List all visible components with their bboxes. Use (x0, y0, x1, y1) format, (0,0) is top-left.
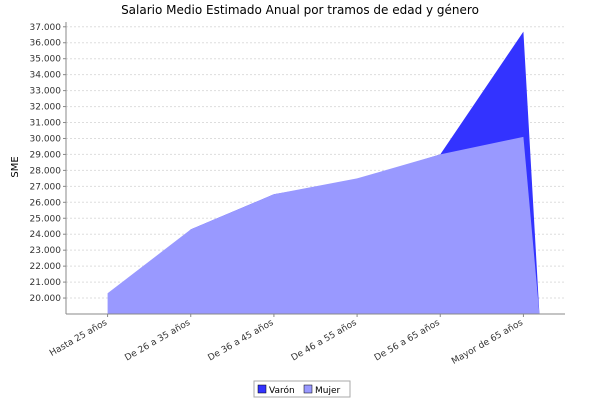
x-tick-labels: Hasta 25 años De 26 a 35 años De 36 a 45 a… (48, 318, 525, 367)
y-axis-label: SME (10, 156, 21, 177)
y-tick-label: 37.000 (30, 23, 62, 33)
y-tick-label: 29.000 (30, 150, 62, 160)
x-tick-label: De 26 a 35 años (123, 318, 192, 364)
x-tick-label: De 46 a 55 años (290, 318, 359, 364)
legend: Varón Mujer (253, 380, 351, 398)
x-tick-label: De 36 a 45 años (207, 318, 276, 364)
legend-swatch-varon (257, 384, 267, 394)
y-tick-label: 22.000 (30, 262, 62, 272)
y-tick-label: 21.000 (30, 278, 62, 288)
y-tick-label: 23.000 (30, 246, 62, 256)
y-tick-label: 20.000 (30, 294, 62, 304)
y-tick-label: 27.000 (30, 182, 62, 192)
y-tick-label: 24.000 (30, 230, 62, 240)
y-tick-label: 30.000 (30, 134, 62, 144)
x-tick-label: Hasta 25 años (48, 318, 109, 359)
legend-swatch-mujer (303, 384, 313, 394)
legend-label-varon: Varón (269, 385, 295, 396)
y-tick-label: 36.000 (30, 39, 62, 49)
legend-box (253, 380, 351, 398)
y-tick-label: 25.000 (30, 214, 62, 224)
y-tick-label: 33.000 (30, 87, 62, 97)
y-tick-label: 34.000 (30, 71, 62, 81)
area-mujer (107, 136, 540, 314)
y-tick-label: 28.000 (30, 166, 62, 176)
axes (63, 22, 565, 317)
chart-title: Salario Medio Estimado Anual por tramos … (121, 3, 479, 17)
x-tick-label: Mayor de 65 años (450, 318, 525, 367)
y-tick-labels: 20.000 21.000 22.000 23.000 24.000 25.000 26.0… (30, 23, 62, 304)
y-tick-label: 26.000 (30, 198, 62, 208)
y-tick-label: 35.000 (30, 55, 62, 65)
legend-label-mujer: Mujer (315, 386, 341, 396)
y-tick-label: 31.000 (30, 119, 62, 129)
plot-areas (107, 31, 540, 314)
x-tick-label: De 56 a 65 años (373, 318, 442, 364)
y-tick-label: 32.000 (30, 103, 62, 113)
